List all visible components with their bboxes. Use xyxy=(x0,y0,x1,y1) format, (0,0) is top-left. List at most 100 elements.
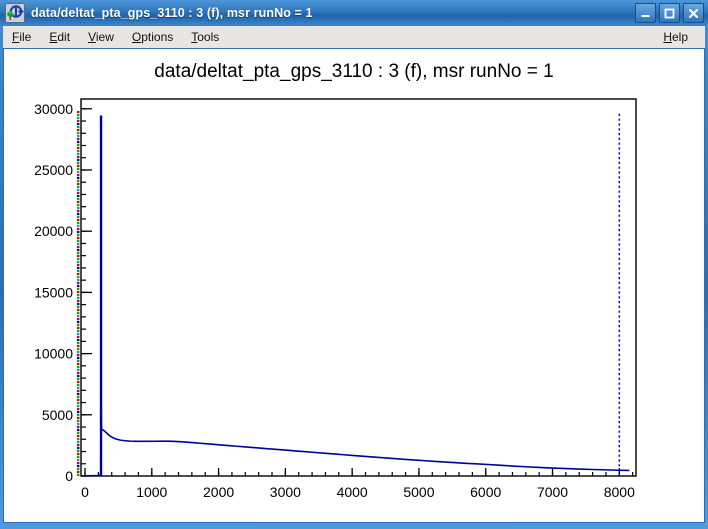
axis-color-dot xyxy=(77,273,80,276)
axis-color-dot xyxy=(77,456,80,459)
window-title: data/deltat_pta_gps_3110 : 3 (f), msr ru… xyxy=(31,6,313,20)
x-tick-label: 8000 xyxy=(604,484,635,500)
axis-color-dot xyxy=(77,111,80,114)
axis-color-dot xyxy=(77,195,80,198)
axis-color-dot xyxy=(77,408,80,411)
axis-color-dot xyxy=(77,399,80,402)
axis-color-dot xyxy=(77,309,80,312)
maximize-button[interactable] xyxy=(659,3,680,23)
axis-color-dot xyxy=(77,351,80,354)
axis-color-dot xyxy=(77,378,80,381)
axis-color-dot xyxy=(77,258,80,261)
axis-color-dot xyxy=(77,279,80,282)
axis-color-dot xyxy=(77,204,80,207)
axis-color-dot xyxy=(77,255,80,258)
axis-color-dot xyxy=(77,450,80,453)
y-tick-label: 25000 xyxy=(34,162,73,178)
x-tick-label: 6000 xyxy=(470,484,501,500)
y-tick-label: 10000 xyxy=(34,346,73,362)
axis-color-dot xyxy=(77,396,80,399)
axis-color-dot xyxy=(77,132,80,135)
axis-color-dot xyxy=(77,453,80,456)
axis-color-dot xyxy=(77,354,80,357)
axis-color-dot xyxy=(77,468,80,471)
close-button[interactable] xyxy=(683,3,704,23)
x-tick-label: 3000 xyxy=(270,484,301,500)
axis-color-dot xyxy=(77,156,80,159)
axis-color-dot xyxy=(77,297,80,300)
axis-color-dot xyxy=(77,144,80,147)
axis-color-dot xyxy=(77,369,80,372)
axis-color-dot xyxy=(77,315,80,318)
axis-color-dot xyxy=(77,294,80,297)
axis-color-dot xyxy=(77,372,80,375)
menu-item-view[interactable]: View xyxy=(88,30,114,44)
axis-color-dot xyxy=(77,339,80,342)
axis-color-dot xyxy=(77,423,80,426)
axis-color-dot xyxy=(77,267,80,270)
axis-color-dot xyxy=(77,165,80,168)
axis-color-dot xyxy=(77,264,80,267)
axis-color-dot xyxy=(77,246,80,249)
axis-color-dot xyxy=(77,180,80,183)
axis-color-dot xyxy=(77,147,80,150)
menu-item-file[interactable]: File xyxy=(12,30,32,44)
axis-color-dot xyxy=(77,210,80,213)
axis-color-dot xyxy=(77,141,80,144)
axis-color-dot xyxy=(77,159,80,162)
menu-item-tools[interactable]: Tools xyxy=(191,30,220,44)
title-bar[interactable]: data/deltat_pta_gps_3110 : 3 (f), msr ru… xyxy=(0,0,708,26)
axis-color-dot xyxy=(77,225,80,228)
x-tick-label: 4000 xyxy=(337,484,368,500)
axis-color-dot xyxy=(77,366,80,369)
axis-color-dot xyxy=(77,441,80,444)
axis-color-dot xyxy=(77,276,80,279)
axis-color-dot xyxy=(77,426,80,429)
axis-color-dot xyxy=(77,237,80,240)
axis-color-dot xyxy=(77,177,80,180)
axis-color-dot xyxy=(77,381,80,384)
axis-color-dot xyxy=(77,417,80,420)
axis-color-dot xyxy=(77,303,80,306)
axis-color-dot xyxy=(77,402,80,405)
axis-color-dot xyxy=(77,120,80,123)
histogram-plot[interactable]: data/deltat_pta_gps_3110 : 3 (f), msr ru… xyxy=(4,49,704,522)
y-axis-tick-labels: 0 5000 10000 15000 20000 25000 30000 xyxy=(34,101,73,484)
axis-color-dot xyxy=(77,471,80,474)
root-logo-icon xyxy=(5,3,25,23)
y-tick-label: 20000 xyxy=(34,223,73,239)
menu-item-options[interactable]: Options xyxy=(131,30,174,44)
axis-color-dot xyxy=(77,198,80,201)
axis-color-dot xyxy=(77,291,80,294)
axis-color-dot xyxy=(77,336,80,339)
axis-color-dot xyxy=(77,363,80,366)
axis-color-dot xyxy=(77,444,80,447)
axis-color-dot xyxy=(77,222,80,225)
axis-color-dot xyxy=(77,357,80,360)
menu-bar: File Edit View Options Tools Help xyxy=(3,26,705,49)
axis-color-dot xyxy=(77,318,80,321)
axis-color-dot xyxy=(77,348,80,351)
axis-color-dot xyxy=(77,465,80,468)
axis-color-dot xyxy=(77,201,80,204)
axis-color-dot xyxy=(77,174,80,177)
axis-color-dot xyxy=(77,126,80,129)
menu-item-help[interactable]: Help xyxy=(663,30,688,44)
axis-color-dot xyxy=(77,324,80,327)
x-tick-label: 1000 xyxy=(136,484,167,500)
menu-item-edit[interactable]: Edit xyxy=(49,30,71,44)
axis-color-dot xyxy=(77,282,80,285)
x-tick-label: 2000 xyxy=(203,484,234,500)
minimize-button[interactable] xyxy=(635,3,656,23)
axis-color-dot xyxy=(77,390,80,393)
axis-color-dot xyxy=(77,327,80,330)
y-tick-label: 30000 xyxy=(34,101,73,117)
axis-color-dot xyxy=(77,162,80,165)
axis-color-dot xyxy=(77,186,80,189)
axis-color-dot xyxy=(77,447,80,450)
axis-color-dot xyxy=(77,387,80,390)
axis-color-dot xyxy=(77,288,80,291)
axis-color-dot xyxy=(77,462,80,465)
axis-color-dot xyxy=(77,252,80,255)
root-canvas[interactable]: data/deltat_pta_gps_3110 : 3 (f), msr ru… xyxy=(3,48,705,523)
